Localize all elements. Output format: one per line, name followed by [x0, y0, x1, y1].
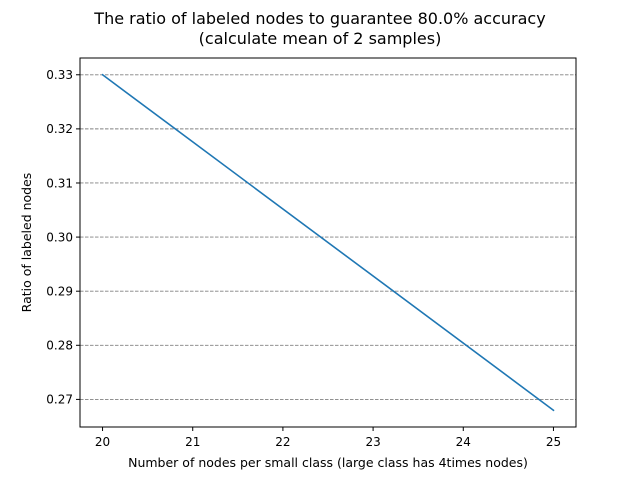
y-axis-ticks: 0.27 0.28 0.29 0.30 0.31 0.32 0.33 [46, 68, 80, 407]
y-tick-label: 0.30 [46, 230, 73, 244]
y-tick-label: 0.27 [46, 393, 73, 407]
chart-title-line-1: The ratio of labeled nodes to guarantee … [93, 9, 545, 28]
x-tick-label: 23 [365, 435, 380, 449]
x-tick-label: 21 [185, 435, 200, 449]
series-lines [101, 73, 555, 412]
x-tick-label: 24 [456, 435, 471, 449]
y-tick-label: 0.28 [46, 339, 73, 353]
x-tick-label: 25 [546, 435, 561, 449]
series-line [101, 73, 555, 412]
y-tick-label: 0.31 [46, 176, 73, 190]
x-axis-label: Number of nodes per small class (large c… [128, 455, 528, 470]
y-tick-label: 0.33 [46, 68, 73, 82]
x-tick-label: 20 [95, 435, 110, 449]
y-tick-label: 0.32 [46, 122, 73, 136]
x-tick-label: 22 [275, 435, 290, 449]
x-axis-ticks: 20 21 22 23 24 25 [95, 427, 561, 449]
chart-title-line-2: (calculate mean of 2 samples) [199, 29, 442, 48]
gridlines [80, 74, 576, 400]
y-axis-label: Ratio of labeled nodes [19, 173, 34, 313]
y-tick-label: 0.29 [46, 284, 73, 298]
plot-frame [79, 57, 577, 428]
